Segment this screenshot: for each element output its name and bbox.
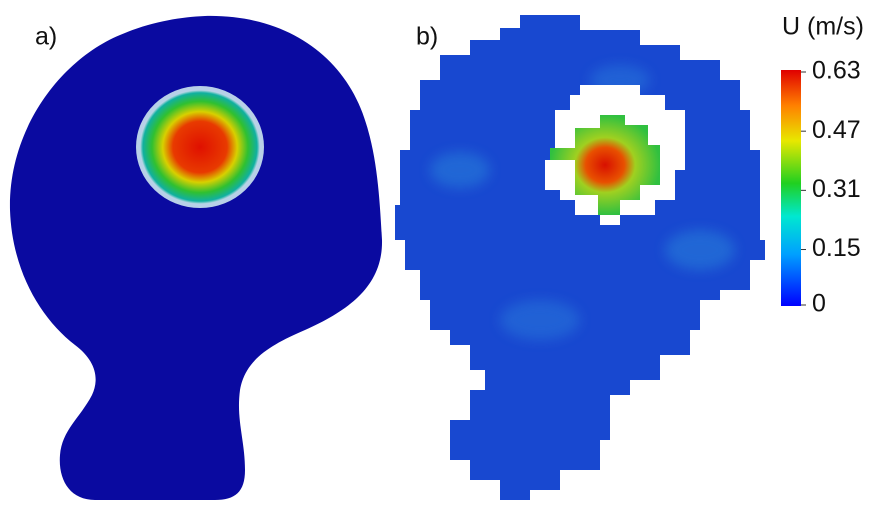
colorbar-tick-label: 0 bbox=[812, 290, 826, 318]
colorbar: U (m/s) 0.63 0.47 0.31 0.15 0 bbox=[781, 13, 864, 318]
hot-spot bbox=[140, 90, 260, 204]
colorbar-tick-label: 0.47 bbox=[812, 116, 861, 144]
colorbar-gradient bbox=[781, 70, 801, 306]
panel-a: a) bbox=[10, 16, 382, 500]
colorbar-tick-label: 0.63 bbox=[812, 57, 861, 85]
panel-b: b) bbox=[395, 15, 765, 500]
figure: a) b) U (m/s) 0.63 0.47 0.31 0.15 0 bbox=[0, 0, 888, 509]
colorbar-title: U (m/s) bbox=[782, 13, 864, 41]
colorbar-tick-label: 0.15 bbox=[812, 234, 861, 262]
panel-label: a) bbox=[35, 23, 57, 51]
panel-label: b) bbox=[416, 23, 438, 51]
colorbar-tick-label: 0.31 bbox=[812, 175, 861, 203]
